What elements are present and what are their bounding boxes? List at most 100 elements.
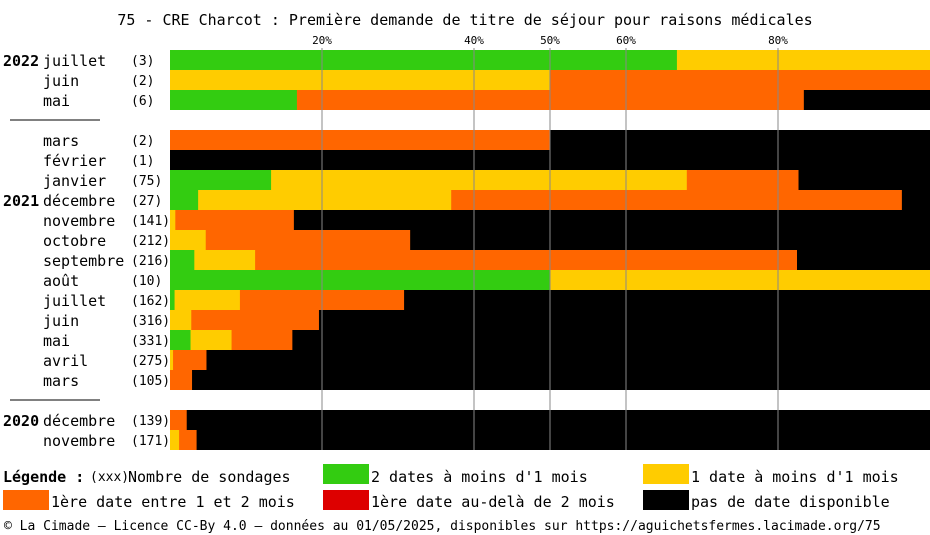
- bar-segment: [170, 130, 551, 150]
- bar-segment: [170, 290, 176, 310]
- legend-item-label: 2 dates à moins d'1 mois: [371, 468, 588, 486]
- month-label: mars: [43, 132, 79, 150]
- legend-title: Légende :: [3, 468, 84, 486]
- legend-swatch: [643, 464, 689, 484]
- count-label: (10): [131, 274, 162, 289]
- count-label: (27): [131, 194, 162, 209]
- year-label: 2022: [3, 52, 39, 70]
- count-label: (105): [131, 374, 170, 389]
- month-label: juin: [43, 312, 79, 330]
- bar-segment: [798, 170, 930, 190]
- bar-segment: [170, 90, 298, 110]
- count-label: (75): [131, 174, 162, 189]
- legend-item-label: 1ère date au-delà de 2 mois: [371, 493, 615, 511]
- bar-segment: [179, 430, 198, 450]
- bar-segment: [190, 330, 233, 350]
- tick-label: 40%: [464, 34, 484, 47]
- bar-segment: [206, 350, 930, 370]
- bar-segment: [296, 90, 805, 110]
- month-label: mars: [43, 372, 79, 390]
- count-label: (141): [131, 214, 170, 229]
- bar-segment: [231, 330, 293, 350]
- count-label: (2): [131, 74, 154, 89]
- bar-segment: [170, 210, 176, 230]
- bar-segment: [803, 90, 930, 110]
- month-label: novembre: [43, 212, 115, 230]
- count-label: (3): [131, 54, 154, 69]
- chart-title: 75 - CRE Charcot : Première demande de t…: [117, 11, 812, 29]
- bar-segment: [170, 410, 188, 430]
- legend-swatch: [323, 464, 369, 484]
- month-label: juillet: [43, 52, 106, 70]
- bar-segment: [196, 430, 930, 450]
- count-label: (162): [131, 294, 170, 309]
- bar-segment: [550, 70, 930, 90]
- tick-label: 60%: [616, 34, 636, 47]
- legend-swatch: [643, 490, 689, 510]
- bar-segment: [198, 190, 452, 210]
- count-label: (331): [131, 334, 170, 349]
- count-label: (171): [131, 434, 170, 449]
- month-label: octobre: [43, 232, 106, 250]
- bar-segment: [170, 70, 551, 90]
- month-label: décembre: [43, 412, 115, 430]
- bar-segment: [170, 250, 195, 270]
- bar-segment: [175, 210, 295, 230]
- count-label: (216): [131, 254, 170, 269]
- legend-count-marker: (xxx): [90, 470, 129, 485]
- count-label: (275): [131, 354, 170, 369]
- month-label: juillet: [43, 292, 106, 310]
- bar-segment: [205, 230, 411, 250]
- month-label: décembre: [43, 192, 115, 210]
- bar-segment: [255, 250, 798, 270]
- bar-segment: [293, 210, 930, 230]
- month-label: janvier: [43, 172, 106, 190]
- bar-segment: [271, 170, 688, 190]
- bar-segment: [174, 290, 241, 310]
- bar-segment: [318, 310, 930, 330]
- bar-segment: [292, 330, 930, 350]
- bar-segment: [410, 230, 930, 250]
- row-labels: 2022 juillet (3)juin (2)mai (6)mars (2)févrie…: [3, 52, 170, 450]
- count-label: (316): [131, 314, 170, 329]
- bar-segment: [170, 190, 199, 210]
- month-label: février: [43, 152, 106, 170]
- bar-segment: [173, 350, 208, 370]
- month-label: mai: [43, 332, 70, 350]
- tick-label: 80%: [768, 34, 788, 47]
- bar-segment: [676, 50, 930, 70]
- gridlines: [321, 48, 779, 450]
- legend-swatch: [323, 490, 369, 510]
- count-label: (1): [131, 154, 154, 169]
- bar-segment: [550, 270, 930, 290]
- bar-segment: [451, 190, 903, 210]
- legend-item-label: pas de date disponible: [691, 493, 890, 511]
- count-label: (2): [131, 134, 154, 149]
- bar-segment: [194, 250, 256, 270]
- legend: Légende : (xxx)Nombre de sondages 2 dates …: [3, 464, 899, 511]
- bar-segment: [404, 290, 930, 310]
- bar-segment: [170, 330, 192, 350]
- month-label: août: [43, 272, 79, 290]
- bar-segment: [170, 170, 272, 190]
- bar-segment: [170, 270, 551, 290]
- legend-count-label: Nombre de sondages: [128, 468, 291, 486]
- tick-label: 20%: [312, 34, 332, 47]
- footer-credit: © La Cimade – Licence CC-By 4.0 – donnée…: [4, 519, 881, 534]
- bar-segment: [686, 170, 800, 190]
- bar-segment: [797, 250, 930, 270]
- count-label: (139): [131, 414, 170, 429]
- bar-segment: [170, 370, 193, 390]
- year-label: 2020: [3, 412, 39, 430]
- bar-segment: [170, 50, 678, 70]
- bar-segment: [170, 350, 174, 370]
- month-label: juin: [43, 72, 79, 90]
- bar-segment: [901, 190, 930, 210]
- legend-swatch: [3, 490, 49, 510]
- year-label: 2021: [3, 192, 39, 210]
- month-label: avril: [43, 352, 88, 370]
- count-label: (6): [131, 94, 154, 109]
- bars: [170, 50, 930, 450]
- month-label: mai: [43, 92, 70, 110]
